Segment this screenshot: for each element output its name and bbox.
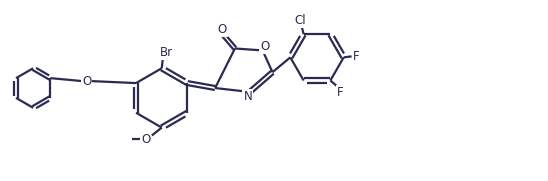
Text: F: F bbox=[337, 86, 344, 99]
Text: O: O bbox=[82, 75, 92, 88]
Text: O: O bbox=[260, 40, 269, 53]
Text: Cl: Cl bbox=[294, 14, 305, 27]
Text: Br: Br bbox=[160, 46, 173, 59]
Text: N: N bbox=[243, 90, 252, 103]
Text: O: O bbox=[141, 133, 151, 146]
Text: F: F bbox=[353, 50, 360, 63]
Text: O: O bbox=[218, 23, 227, 36]
